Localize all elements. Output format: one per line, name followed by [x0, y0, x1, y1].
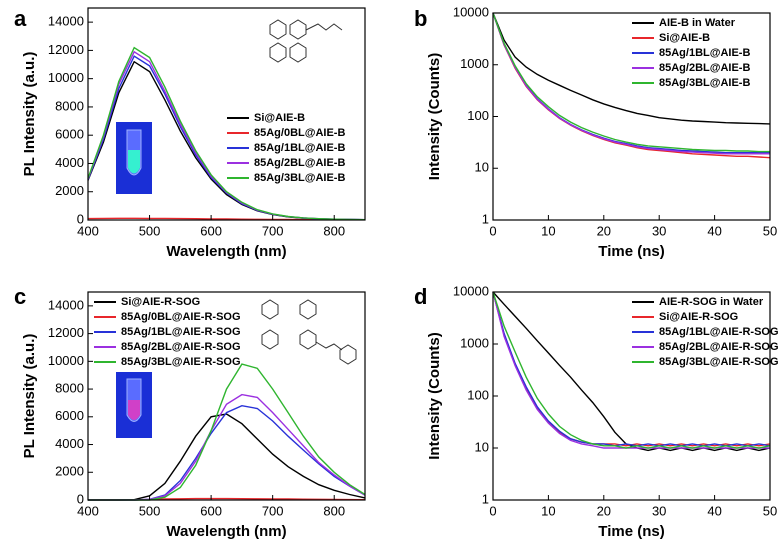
molecule-sketch	[269, 19, 343, 63]
y-tick-label: 10000	[453, 283, 489, 298]
legend-label: 85Ag/1BL@AIE-R-SOG	[659, 326, 779, 338]
legend-label: 85Ag/3BL@AIE-R-SOG	[121, 356, 241, 368]
x-tick-label: 700	[262, 223, 284, 238]
legend-label: Si@AIE-B	[254, 112, 305, 124]
data-line	[492, 12, 770, 155]
data-line	[492, 12, 771, 125]
panel-label: b	[414, 6, 427, 31]
y-tick-label: 1	[482, 491, 489, 506]
y-tick-label: 8000	[55, 381, 84, 396]
y-tick-label: 6000	[55, 127, 84, 142]
y-tick-label: 1	[482, 211, 489, 226]
x-tick-label: 800	[323, 503, 345, 518]
y-axis-title: Intensity (Counts)	[426, 332, 443, 460]
legend-label: 85Ag/3BL@AIE-B	[659, 77, 750, 89]
x-tick-label: 700	[262, 503, 284, 518]
plot-frame	[492, 12, 771, 221]
data-line	[492, 291, 770, 449]
legend-label: Si@AIE-R-SOG	[659, 311, 738, 323]
legend-label: 85Ag/3BL@AIE-R-SOG	[659, 356, 779, 368]
molecule-sketch	[261, 299, 357, 365]
x-tick-label: 30	[652, 503, 666, 518]
y-tick-label: 4000	[55, 436, 84, 451]
legend-label: 85Ag/1BL@AIE-R-SOG	[121, 326, 241, 338]
legend-label: 85Ag/2BL@AIE-B	[659, 62, 750, 74]
y-tick-label: 10000	[453, 4, 489, 19]
y-tick-label: 100	[467, 387, 489, 402]
data-line	[492, 291, 771, 449]
legend-label: 85Ag/0BL@AIE-B	[254, 127, 345, 139]
panel-label: a	[14, 6, 27, 31]
data-line	[87, 46, 366, 221]
y-tick-label: 12000	[48, 42, 84, 57]
legend-label: Si@AIE-R-SOG	[121, 296, 200, 308]
legend-label: Si@AIE-B	[659, 32, 710, 44]
legend-label: 85Ag/2BL@AIE-R-SOG	[659, 341, 779, 353]
x-tick-label: 600	[200, 223, 222, 238]
x-tick-label: 10	[541, 503, 555, 518]
x-tick-label: 40	[707, 223, 721, 238]
y-tick-label: 12000	[48, 325, 84, 340]
y-tick-label: 100	[467, 108, 489, 123]
vial-photo	[116, 372, 152, 438]
y-axis-title: PL Intensity (a.u.)	[21, 334, 38, 459]
x-tick-label: 20	[597, 223, 611, 238]
y-tick-label: 10000	[48, 70, 84, 85]
legend-label: 85Ag/1BL@AIE-B	[659, 47, 750, 59]
x-axis-title: Time (ns)	[598, 243, 664, 260]
x-tick-label: 0	[489, 503, 496, 518]
y-axis-title: Intensity (Counts)	[426, 53, 443, 181]
y-tick-label: 1000	[460, 56, 489, 71]
panel-label: c	[14, 284, 26, 309]
y-tick-label: 2000	[55, 183, 84, 198]
x-axis-title: Wavelength (nm)	[166, 243, 286, 260]
x-tick-label: 0	[489, 223, 496, 238]
plot-frame	[87, 7, 366, 221]
x-axis-title: Wavelength (nm)	[166, 523, 286, 540]
legend-label: 85Ag/0BL@AIE-R-SOG	[121, 311, 241, 323]
x-tick-label: 50	[763, 223, 777, 238]
x-tick-label: 400	[77, 223, 99, 238]
y-axis-title: PL Intensity (a.u.)	[21, 52, 38, 177]
y-tick-label: 10	[475, 160, 489, 175]
data-line	[492, 12, 770, 153]
x-tick-label: 400	[77, 503, 99, 518]
y-tick-label: 14000	[48, 14, 84, 29]
legend-label: 85Ag/3BL@AIE-B	[254, 172, 345, 184]
x-tick-label: 20	[597, 503, 611, 518]
x-tick-label: 500	[139, 223, 161, 238]
x-tick-label: 50	[763, 503, 777, 518]
x-tick-label: 30	[652, 223, 666, 238]
y-tick-label: 6000	[55, 408, 84, 423]
panel-label: d	[414, 284, 427, 309]
x-tick-label: 800	[323, 223, 345, 238]
legend-label: AIE-R-SOG in Water	[659, 296, 764, 308]
y-tick-label: 10000	[48, 353, 84, 368]
y-tick-label: 4000	[55, 155, 84, 170]
x-tick-label: 600	[200, 503, 222, 518]
legend-label: AIE-B in Water	[659, 17, 736, 29]
vial-photo	[116, 122, 152, 194]
x-tick-label: 500	[139, 503, 161, 518]
x-tick-label: 40	[707, 503, 721, 518]
y-tick-label: 0	[77, 211, 84, 226]
y-tick-label: 8000	[55, 98, 84, 113]
y-tick-label: 1000	[460, 335, 489, 350]
y-tick-label: 10	[475, 439, 489, 454]
y-tick-label: 2000	[55, 464, 84, 479]
y-tick-label: 0	[77, 491, 84, 506]
legend-label: 85Ag/2BL@AIE-B	[254, 157, 345, 169]
plot-frame	[492, 291, 771, 501]
legend-label: 85Ag/2BL@AIE-R-SOG	[121, 341, 241, 353]
y-tick-label: 14000	[48, 297, 84, 312]
x-axis-title: Time (ns)	[598, 523, 664, 540]
plot-frame	[87, 291, 366, 501]
x-tick-label: 10	[541, 223, 555, 238]
legend-label: 85Ag/1BL@AIE-B	[254, 142, 345, 154]
